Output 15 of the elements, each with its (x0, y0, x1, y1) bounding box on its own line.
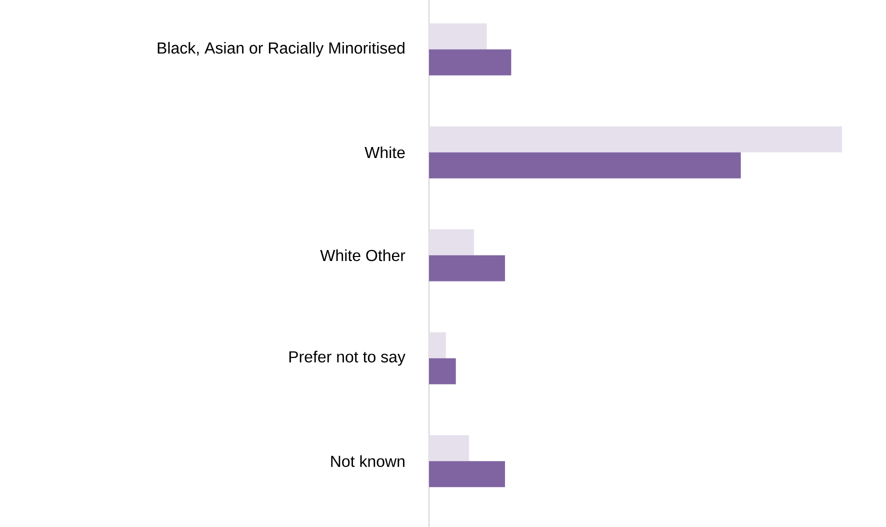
bar (429, 435, 470, 462)
bar (429, 461, 505, 488)
bar (429, 229, 474, 256)
bar (429, 255, 505, 282)
bar (429, 332, 446, 358)
y-tick-label: Prefer not to say (289, 350, 406, 366)
y-tick-label: White (364, 146, 405, 158)
bar (429, 49, 512, 76)
y-tick-label: White Other (320, 249, 406, 262)
bar (429, 23, 487, 50)
y-tick-label: Not known (331, 455, 404, 468)
bar (429, 126, 842, 152)
bar (429, 152, 741, 178)
y-tick-label: Black, Asian or Racially Minoritised (158, 42, 404, 57)
bar (429, 358, 456, 384)
